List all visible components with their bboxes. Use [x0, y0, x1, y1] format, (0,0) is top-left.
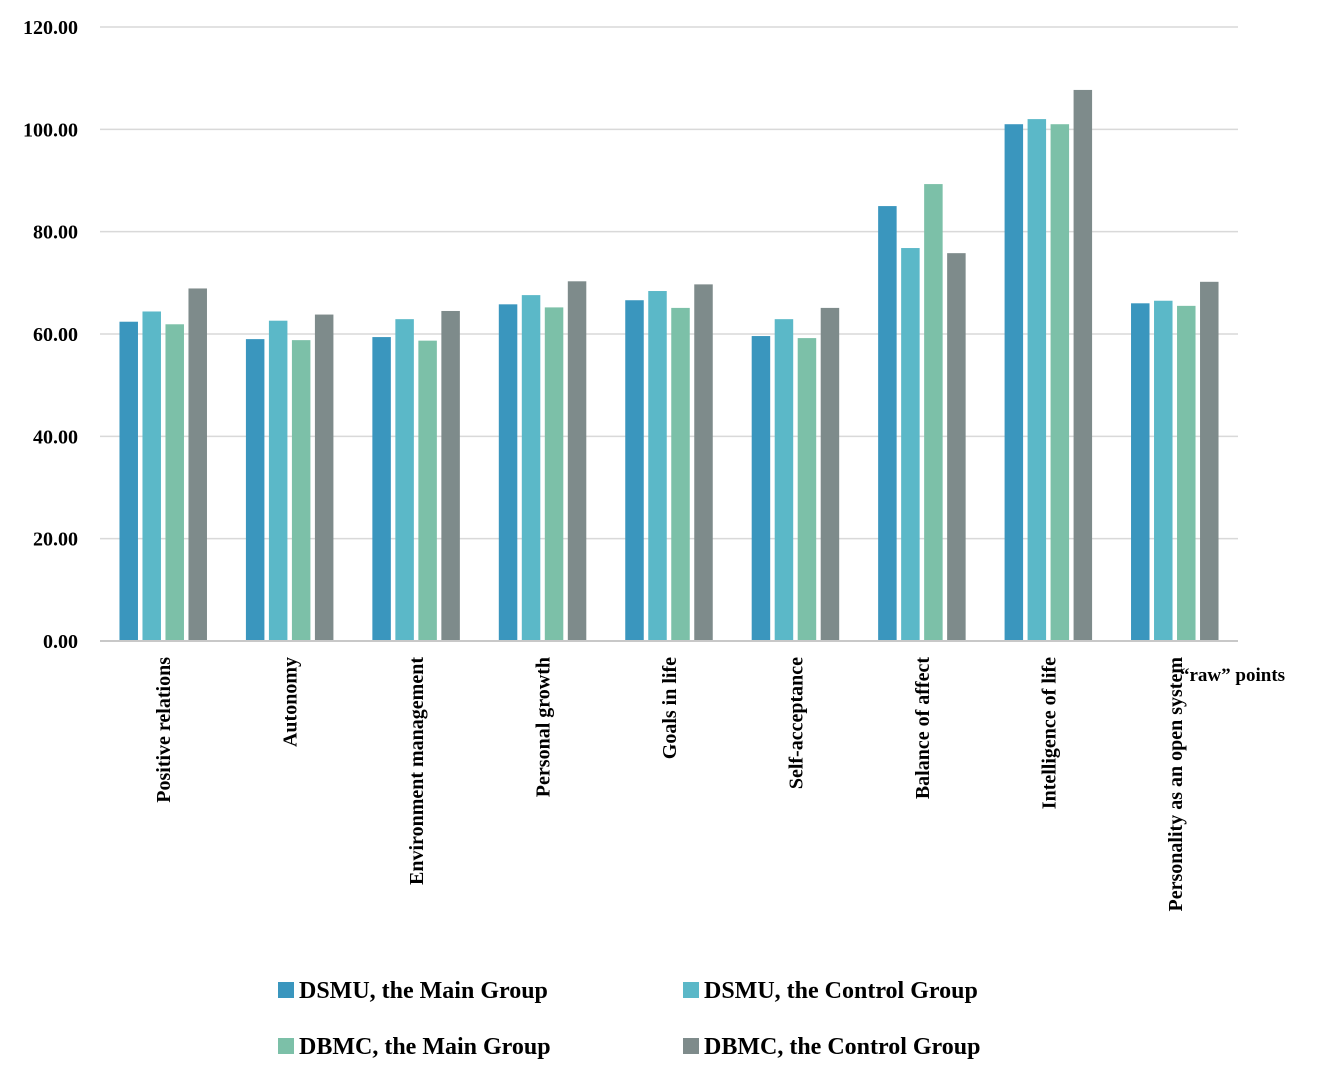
legend-label: DBMC, the Main Group	[299, 1034, 551, 1060]
bar	[625, 300, 644, 641]
bar	[498, 304, 518, 641]
bar	[1154, 300, 1173, 641]
bar	[418, 340, 437, 641]
legend-swatch	[278, 982, 294, 998]
category-label: Balance of affect	[912, 657, 934, 800]
bar	[119, 321, 138, 641]
category-label: Goals in life	[659, 657, 681, 759]
bar	[947, 253, 966, 641]
bar	[521, 295, 541, 641]
y-tick-label: 40.00	[33, 426, 78, 448]
bar	[544, 307, 564, 641]
bar	[1027, 119, 1047, 642]
bar	[372, 337, 391, 641]
legend: DSMU, the Main Group DSMU, the Control Gr…	[278, 978, 980, 1060]
y-tick-label: 100.00	[23, 119, 78, 141]
category-label: Positive relations	[153, 657, 175, 803]
bar	[1073, 89, 1093, 641]
bar	[1050, 124, 1070, 641]
legend-label: DSMU, the Main Group	[299, 978, 548, 1004]
y-axis-tick-labels: 0.00 20.00 40.00 60.00 80.00 100.00 120.00	[23, 17, 78, 653]
bar	[567, 281, 587, 641]
bar	[878, 206, 897, 642]
legend-label: DSMU, the Control Group	[704, 978, 978, 1004]
category-label: Personality as an open system	[1165, 657, 1187, 912]
bar	[1131, 303, 1150, 641]
category-label: Personal growth	[533, 657, 555, 797]
category-label: Environment management	[406, 657, 428, 885]
bar	[797, 338, 817, 641]
bar	[291, 340, 311, 641]
category-label: Autonomy	[280, 657, 302, 747]
bar	[314, 314, 334, 641]
y-tick-label: 120.00	[23, 17, 78, 39]
y-tick-label: 20.00	[33, 529, 78, 551]
bar	[441, 310, 460, 641]
y-tick-label: 60.00	[33, 324, 78, 346]
bar	[648, 291, 667, 641]
gridlines	[100, 26, 1238, 540]
bar	[165, 324, 184, 641]
bar	[901, 248, 920, 642]
bar	[820, 307, 840, 641]
category-labels: Positive relations Autonomy Environment ma…	[153, 657, 1187, 912]
unit-label: “raw” points	[1180, 665, 1285, 686]
bar	[395, 319, 414, 641]
bar	[142, 311, 161, 641]
category-label: Self-acceptance	[785, 657, 807, 789]
bar	[694, 284, 713, 641]
category-label: Intelligence of life	[1038, 657, 1060, 809]
bars	[119, 89, 1219, 642]
legend-label: DBMC, the Control Group	[704, 1034, 980, 1060]
bar	[268, 320, 288, 641]
bar	[1177, 305, 1196, 641]
legend-swatch	[683, 982, 699, 998]
legend-swatch	[278, 1038, 294, 1054]
bar	[671, 307, 690, 641]
bar	[751, 336, 771, 641]
bar	[1200, 281, 1219, 641]
bar	[924, 184, 943, 641]
bar	[774, 319, 794, 641]
y-tick-label: 0.00	[43, 631, 78, 653]
bar	[1004, 124, 1024, 641]
bar	[245, 339, 265, 641]
y-tick-label: 80.00	[33, 222, 78, 244]
legend-swatch	[683, 1038, 699, 1054]
bar	[188, 288, 207, 641]
